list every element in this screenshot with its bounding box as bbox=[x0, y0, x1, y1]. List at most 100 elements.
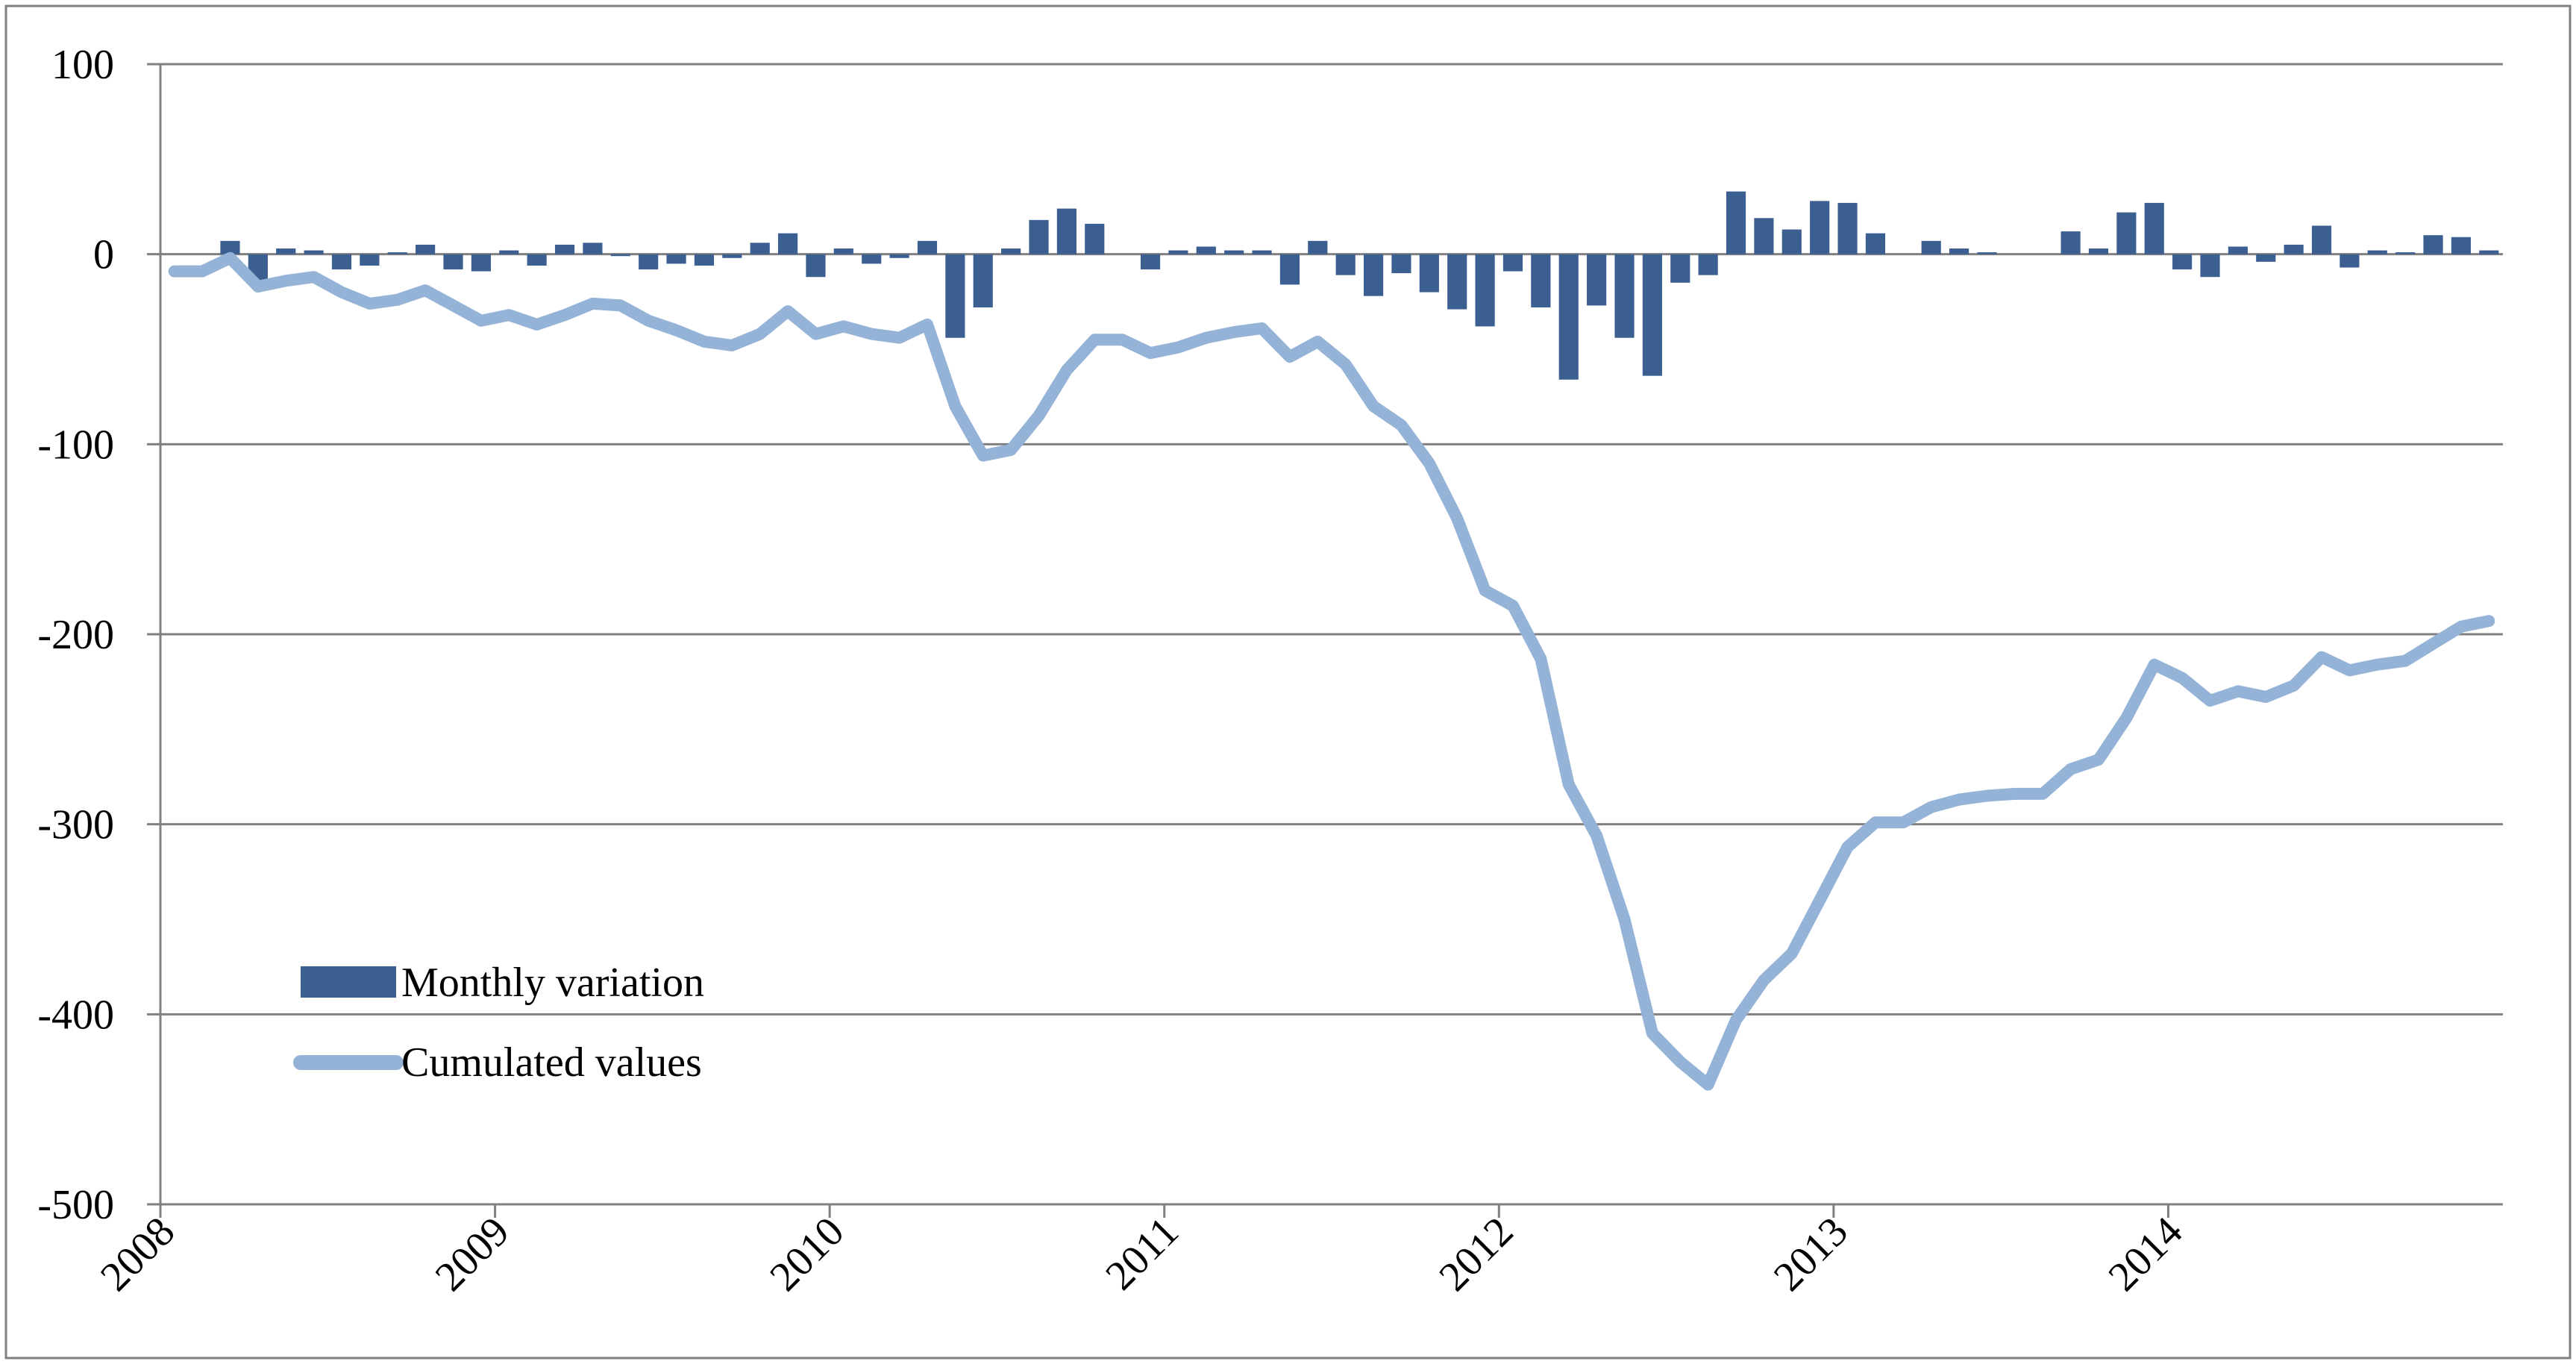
bar bbox=[973, 254, 993, 307]
bar bbox=[2311, 225, 2332, 254]
bar bbox=[2479, 250, 2499, 254]
y-tick-label: -300 bbox=[37, 802, 114, 848]
bar bbox=[1642, 254, 1662, 376]
legend-label-monthly-variation: Monthly variation bbox=[401, 960, 704, 1006]
bar bbox=[610, 254, 630, 257]
y-tick-label: 100 bbox=[51, 42, 114, 88]
x-axis-ticks: 2008 2009 2010 2011 2012 2013 2014 bbox=[92, 1204, 2192, 1300]
bar bbox=[2423, 235, 2443, 254]
bar bbox=[527, 254, 547, 266]
bar bbox=[1865, 233, 1886, 254]
bar bbox=[2367, 250, 2387, 254]
x-tick-label: 2011 bbox=[1097, 1208, 1188, 1299]
bar bbox=[1056, 208, 1077, 254]
y-tick-label: 0 bbox=[93, 232, 114, 278]
bar bbox=[2088, 248, 2109, 254]
bar bbox=[1837, 202, 1858, 254]
bar-series-monthly-variation bbox=[220, 191, 2499, 380]
bar bbox=[2340, 254, 2360, 268]
chart-border bbox=[4, 4, 2572, 1360]
x-tick-label: 2013 bbox=[1765, 1208, 1857, 1300]
bar bbox=[833, 248, 853, 254]
bar bbox=[304, 250, 324, 254]
bar bbox=[331, 254, 352, 270]
bar bbox=[1391, 254, 1411, 274]
bar bbox=[666, 254, 686, 264]
y-tick-label: -200 bbox=[37, 612, 114, 658]
bar bbox=[1252, 250, 1272, 254]
bar bbox=[416, 244, 436, 254]
bar bbox=[1140, 254, 1161, 270]
bar bbox=[1614, 254, 1635, 338]
bar bbox=[443, 254, 463, 270]
bar bbox=[722, 254, 742, 258]
bar bbox=[2256, 254, 2276, 262]
x-tick-label: 2014 bbox=[2100, 1208, 2192, 1300]
y-tick-label: -500 bbox=[37, 1182, 114, 1228]
bar bbox=[1447, 254, 1467, 310]
bar bbox=[1726, 191, 1746, 254]
bar bbox=[1558, 254, 1579, 380]
bar bbox=[2395, 252, 2416, 254]
bar bbox=[889, 254, 909, 258]
bar bbox=[360, 254, 380, 266]
bar bbox=[1810, 201, 1830, 254]
bar bbox=[1754, 218, 1774, 254]
line-series-cumulated-values bbox=[168, 251, 2495, 1091]
bar bbox=[1419, 254, 1439, 292]
bar bbox=[1475, 254, 1495, 327]
bar bbox=[1949, 248, 1969, 254]
bar bbox=[2451, 237, 2472, 254]
x-tick-label: 2010 bbox=[761, 1208, 853, 1300]
y-tick-label: -100 bbox=[37, 422, 114, 468]
y-tick-label: -400 bbox=[37, 992, 114, 1038]
bar bbox=[276, 248, 296, 254]
legend-swatch-monthly-variation bbox=[301, 966, 396, 998]
bar bbox=[2228, 246, 2248, 254]
y-axis-ticks: 100 0 -100 -200 -300 -400 -500 bbox=[37, 42, 160, 1228]
bar bbox=[806, 254, 826, 278]
bar bbox=[750, 243, 770, 254]
bar bbox=[1977, 252, 1997, 254]
bar bbox=[1196, 246, 1216, 254]
bar bbox=[1698, 254, 1718, 275]
bar bbox=[917, 240, 938, 254]
bar bbox=[694, 254, 715, 266]
bar bbox=[1921, 240, 1941, 254]
bar bbox=[499, 250, 519, 254]
bar bbox=[387, 252, 407, 254]
bar bbox=[1502, 254, 1523, 272]
bar bbox=[2061, 231, 2081, 254]
bar bbox=[220, 240, 240, 254]
bar bbox=[1168, 250, 1188, 254]
bar bbox=[1587, 254, 1607, 306]
cumulated-values-line bbox=[168, 251, 2495, 1091]
bar bbox=[862, 254, 882, 264]
x-tick-label: 2012 bbox=[1430, 1208, 1522, 1300]
bar bbox=[1363, 254, 1384, 296]
bar bbox=[2172, 254, 2193, 270]
bar bbox=[1781, 229, 1802, 254]
bar bbox=[777, 233, 798, 254]
bar bbox=[1531, 254, 1551, 307]
bar bbox=[2116, 212, 2137, 254]
bar bbox=[945, 254, 965, 338]
x-tick-label: 2009 bbox=[427, 1208, 518, 1300]
bar bbox=[2200, 254, 2220, 278]
bar bbox=[1001, 248, 1021, 254]
bar bbox=[1308, 240, 1328, 254]
bar bbox=[639, 254, 659, 270]
legend-label-cumulated-values: Cumulated values bbox=[401, 1039, 702, 1086]
bar bbox=[1670, 254, 1690, 283]
bar bbox=[1335, 254, 1356, 275]
bar bbox=[2144, 202, 2164, 254]
legend: Monthly variation Cumulated values bbox=[293, 960, 704, 1086]
bar bbox=[583, 243, 603, 254]
bar bbox=[1085, 223, 1105, 254]
bar bbox=[554, 244, 575, 254]
bar bbox=[471, 254, 491, 272]
bar bbox=[1224, 250, 1244, 254]
bar bbox=[1029, 219, 1049, 254]
bar bbox=[1279, 254, 1300, 285]
